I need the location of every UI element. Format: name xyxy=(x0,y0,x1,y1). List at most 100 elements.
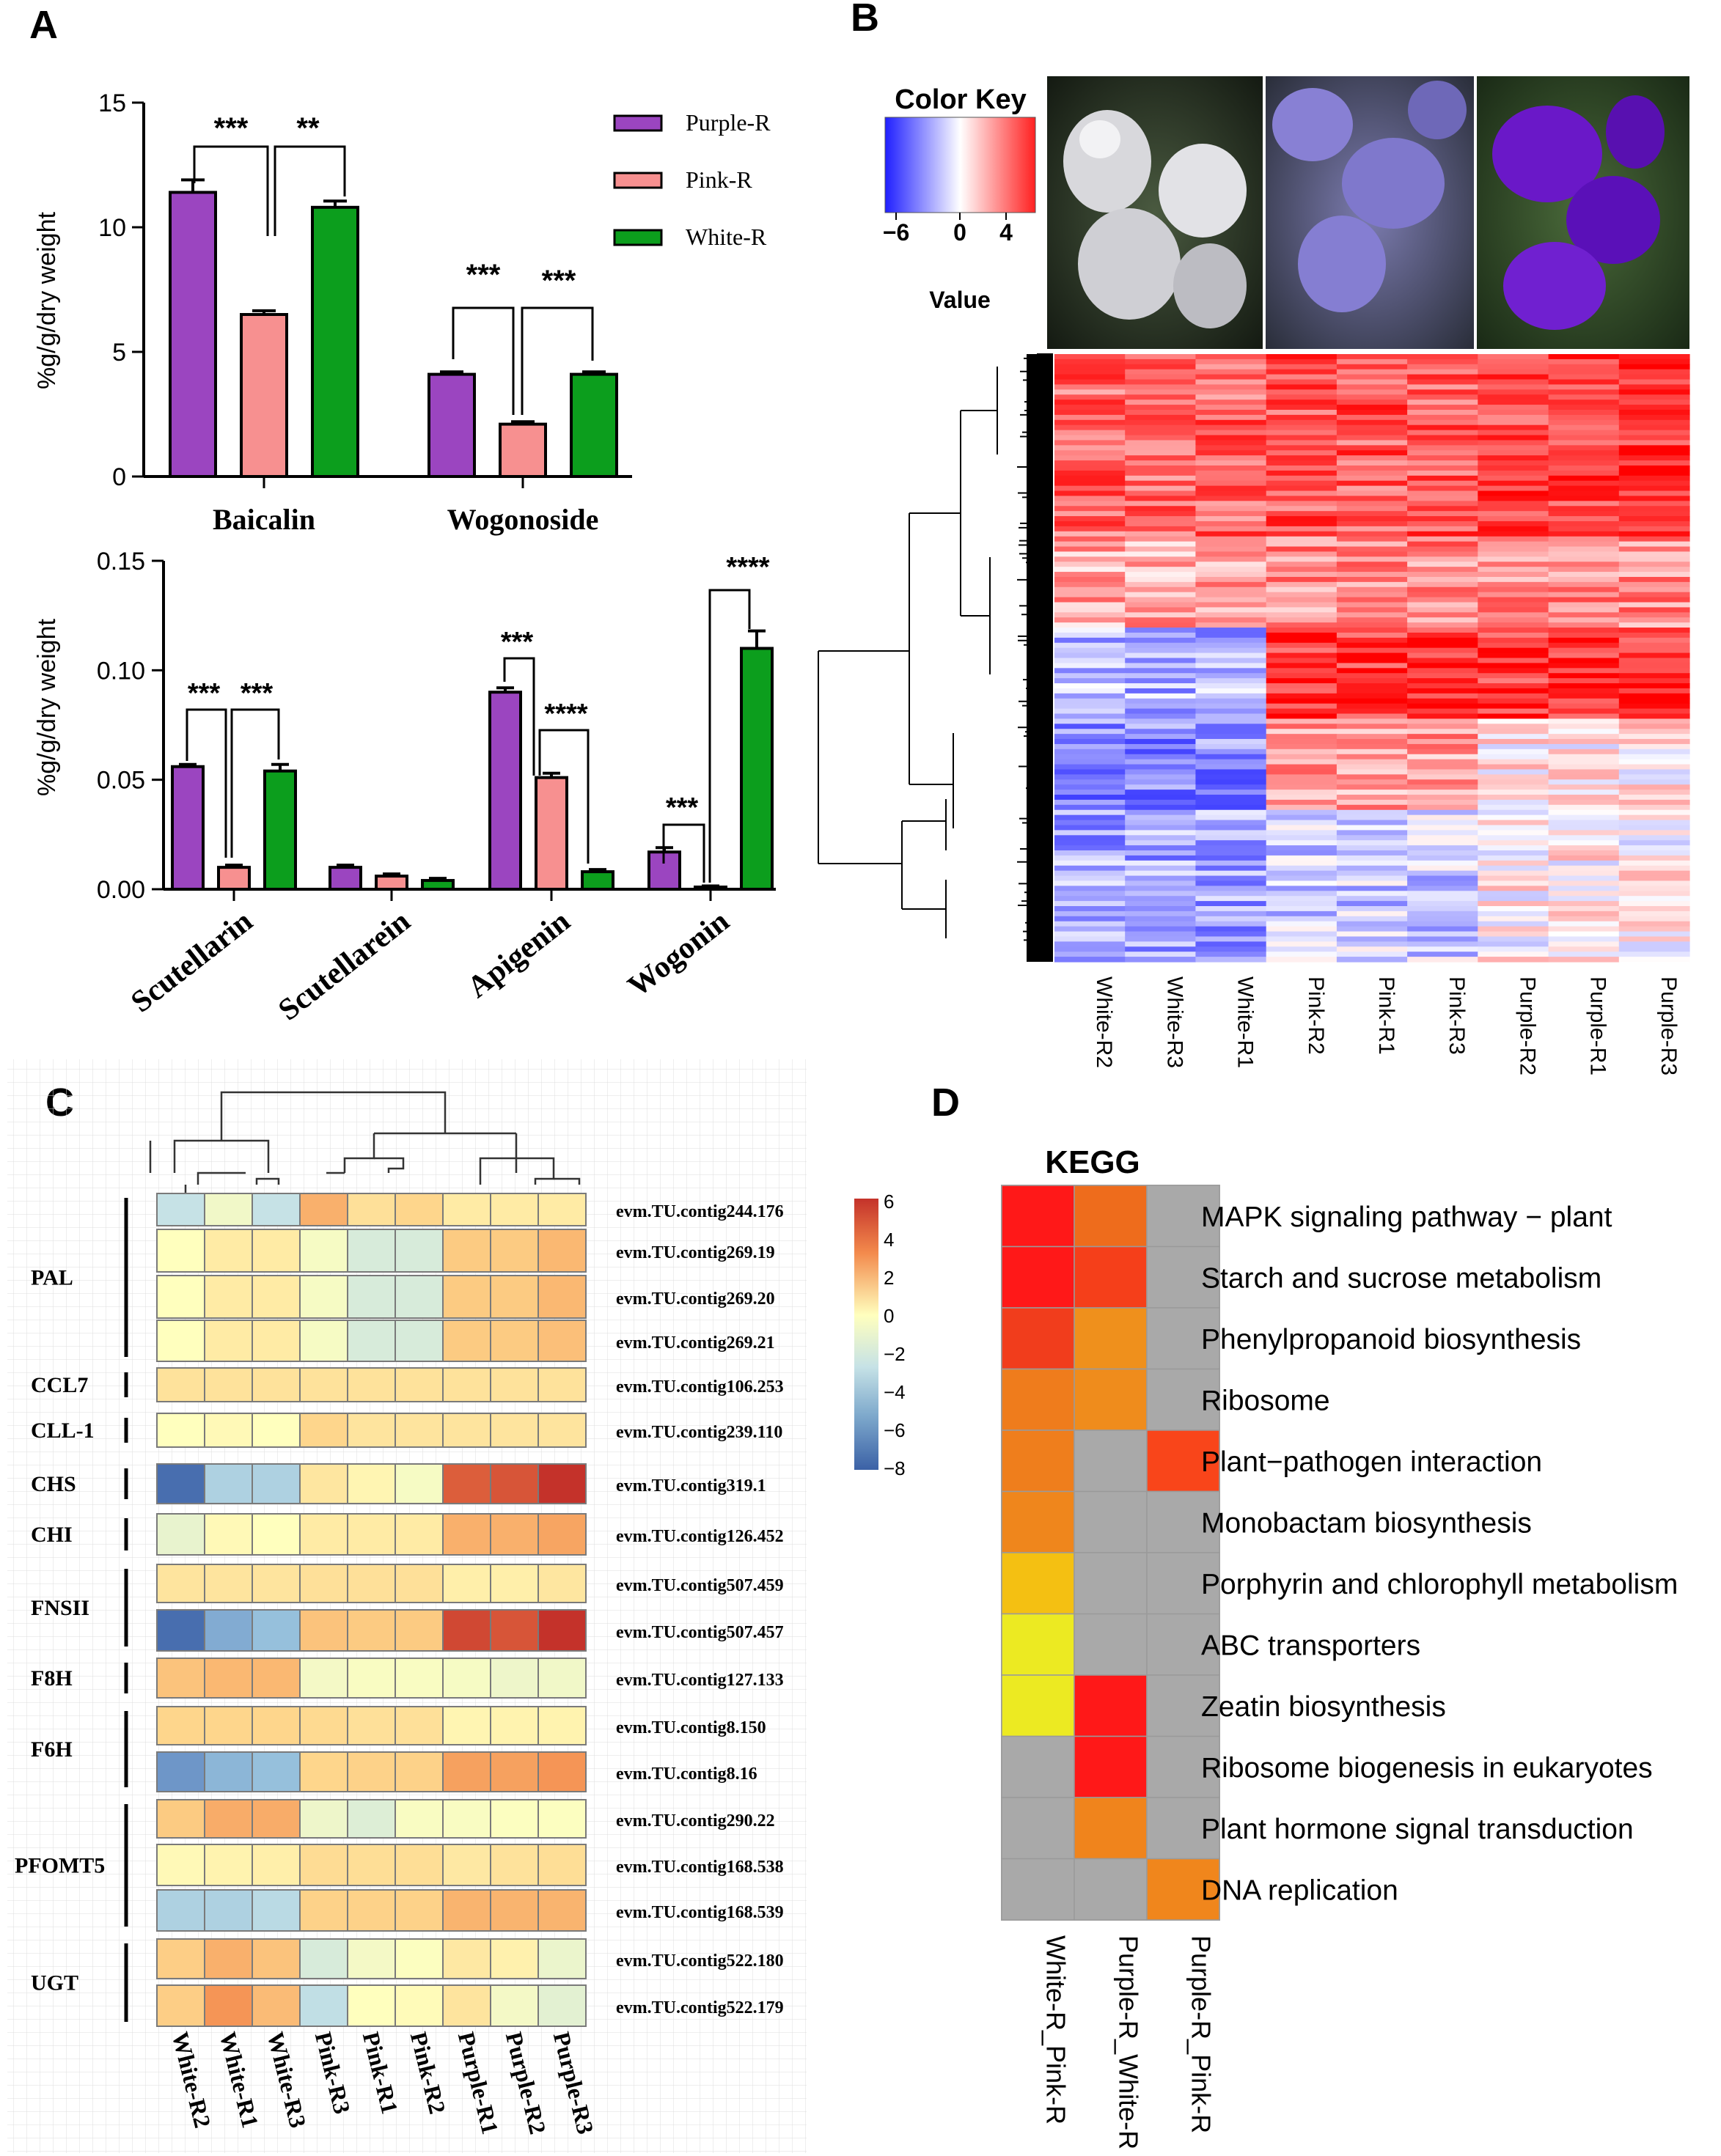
b-heat-cell xyxy=(1478,724,1549,729)
b-heat-cell xyxy=(1336,804,1408,811)
b-heat-cell xyxy=(1407,576,1478,583)
b-heat-cell xyxy=(1336,576,1408,583)
b-heat-cell xyxy=(1548,870,1620,877)
b-heat-cell xyxy=(1407,769,1478,775)
b-heat-cell xyxy=(1336,931,1408,938)
b-heat-cell xyxy=(1407,875,1478,882)
b-heat-cell xyxy=(1478,384,1549,390)
b-heat-cell xyxy=(1266,652,1337,659)
b-heat-cell xyxy=(1548,536,1620,542)
b-heat-cell xyxy=(1125,901,1196,907)
c-heat-cell xyxy=(395,1751,444,1792)
b-heat-cell xyxy=(1618,734,1690,740)
b-heat-cell xyxy=(1407,490,1478,497)
b-heat-cell xyxy=(1336,389,1408,395)
b-heat-cell xyxy=(1618,551,1690,557)
b-heat-cell xyxy=(1478,622,1549,628)
b-heat-cell xyxy=(1054,369,1126,375)
b-heat-cell xyxy=(1407,845,1478,851)
c-heat-cell xyxy=(347,1513,396,1556)
b-heat-cell xyxy=(1478,637,1549,644)
b-heat-cell xyxy=(1054,541,1126,548)
b-heat-cell xyxy=(1266,379,1337,386)
c-heat-cell xyxy=(490,1889,539,1932)
b-heat-cell xyxy=(1478,748,1549,755)
b-heat-cell xyxy=(1266,688,1337,694)
b-heat-cell xyxy=(1407,602,1478,608)
b-heat-cell xyxy=(1336,865,1408,872)
b-heat-cell xyxy=(1478,718,1549,724)
b-heat-cell xyxy=(1125,400,1196,405)
b-heat-cell xyxy=(1618,820,1690,826)
b-heat-cell xyxy=(1548,414,1620,421)
b-heat-cell xyxy=(1548,501,1620,507)
d-heat-cell xyxy=(1001,1490,1075,1553)
b-heat-cell xyxy=(1407,460,1478,466)
b-heat-cell xyxy=(1336,713,1408,719)
b-heat-cell xyxy=(1407,865,1478,872)
a2-ylabel: %g/g/dry weight xyxy=(33,618,61,795)
b-heat-cell xyxy=(1618,663,1690,669)
b-heat-cell xyxy=(1054,683,1126,689)
b-heat-cell xyxy=(1054,708,1126,715)
b-heat-cell xyxy=(1618,652,1690,659)
b-heat-cell xyxy=(1618,455,1690,461)
c-colorbar-tick: 2 xyxy=(884,1267,894,1289)
b-heat-cell xyxy=(1407,531,1478,537)
b-heat-cell xyxy=(1618,516,1690,522)
b-heat-cell xyxy=(1266,799,1337,806)
b-column-label: Purple-R3 xyxy=(1656,976,1681,1075)
d-heat-cell xyxy=(1074,1490,1148,1553)
b-heat-cell xyxy=(1407,592,1478,598)
b-heat-cell xyxy=(1336,825,1408,831)
b-heat-cell xyxy=(1336,572,1408,578)
d-pathway-label: Phenylpropanoid biosynthesis xyxy=(1201,1324,1581,1355)
b-heat-cell xyxy=(1336,450,1408,456)
b-heat-cell xyxy=(1125,592,1196,598)
b-column-label: White-R1 xyxy=(1233,976,1258,1068)
b-heat-cell xyxy=(1618,688,1690,694)
b-column-label: Purple-R2 xyxy=(1515,976,1539,1075)
b-heat-cell xyxy=(1054,460,1126,466)
a1-ylabel: %g/g/dry weight xyxy=(33,211,61,389)
b-heat-cell xyxy=(1478,931,1549,938)
b-heat-cell xyxy=(1266,612,1337,618)
b-heat-cell xyxy=(1548,734,1620,740)
c-heat-cell xyxy=(537,1564,587,1603)
b-heat-cell xyxy=(1407,743,1478,750)
b-heat-cell xyxy=(1125,516,1196,522)
b-heat-cell xyxy=(1407,840,1478,846)
c-heat-cell xyxy=(156,1463,205,1504)
c-heat-cell xyxy=(156,1751,205,1792)
b-heat-cell xyxy=(1054,632,1126,639)
a2-bar-pink-r xyxy=(535,776,568,891)
b-heat-cell xyxy=(1266,957,1337,963)
b-heat-cell xyxy=(1478,430,1549,436)
b-heat-cell xyxy=(1478,850,1549,856)
b-heat-cell xyxy=(1266,455,1337,461)
b-heat-cell xyxy=(1266,405,1337,411)
b-heat-cell xyxy=(1195,870,1267,877)
b-heat-cell xyxy=(1618,830,1690,836)
b-heat-cell xyxy=(1054,855,1126,861)
b-heat-cell xyxy=(1548,628,1620,633)
b-heat-cell xyxy=(1266,450,1337,456)
b-heat-cell xyxy=(1618,931,1690,938)
b-heat-cell xyxy=(1478,840,1549,846)
b-row-dendrogram xyxy=(818,367,998,938)
b-heat-cell xyxy=(1478,414,1549,421)
b-heat-cell xyxy=(1125,485,1196,492)
c-heat-cell xyxy=(395,1367,444,1402)
b-heat-cell xyxy=(1407,520,1478,527)
b-heat-cell xyxy=(1618,354,1690,360)
b-heat-cell xyxy=(1548,647,1620,654)
b-heat-cell xyxy=(1125,936,1196,942)
b-heat-cell xyxy=(1266,850,1337,856)
b-heat-cell xyxy=(1478,652,1549,659)
b-heat-cell xyxy=(1195,845,1267,851)
b-heat-cell xyxy=(1478,688,1549,694)
b-heat-cell xyxy=(1266,743,1337,750)
c-heat-cell xyxy=(156,1193,205,1226)
d-heat-cell xyxy=(1074,1368,1148,1431)
b-heat-cell xyxy=(1548,460,1620,466)
